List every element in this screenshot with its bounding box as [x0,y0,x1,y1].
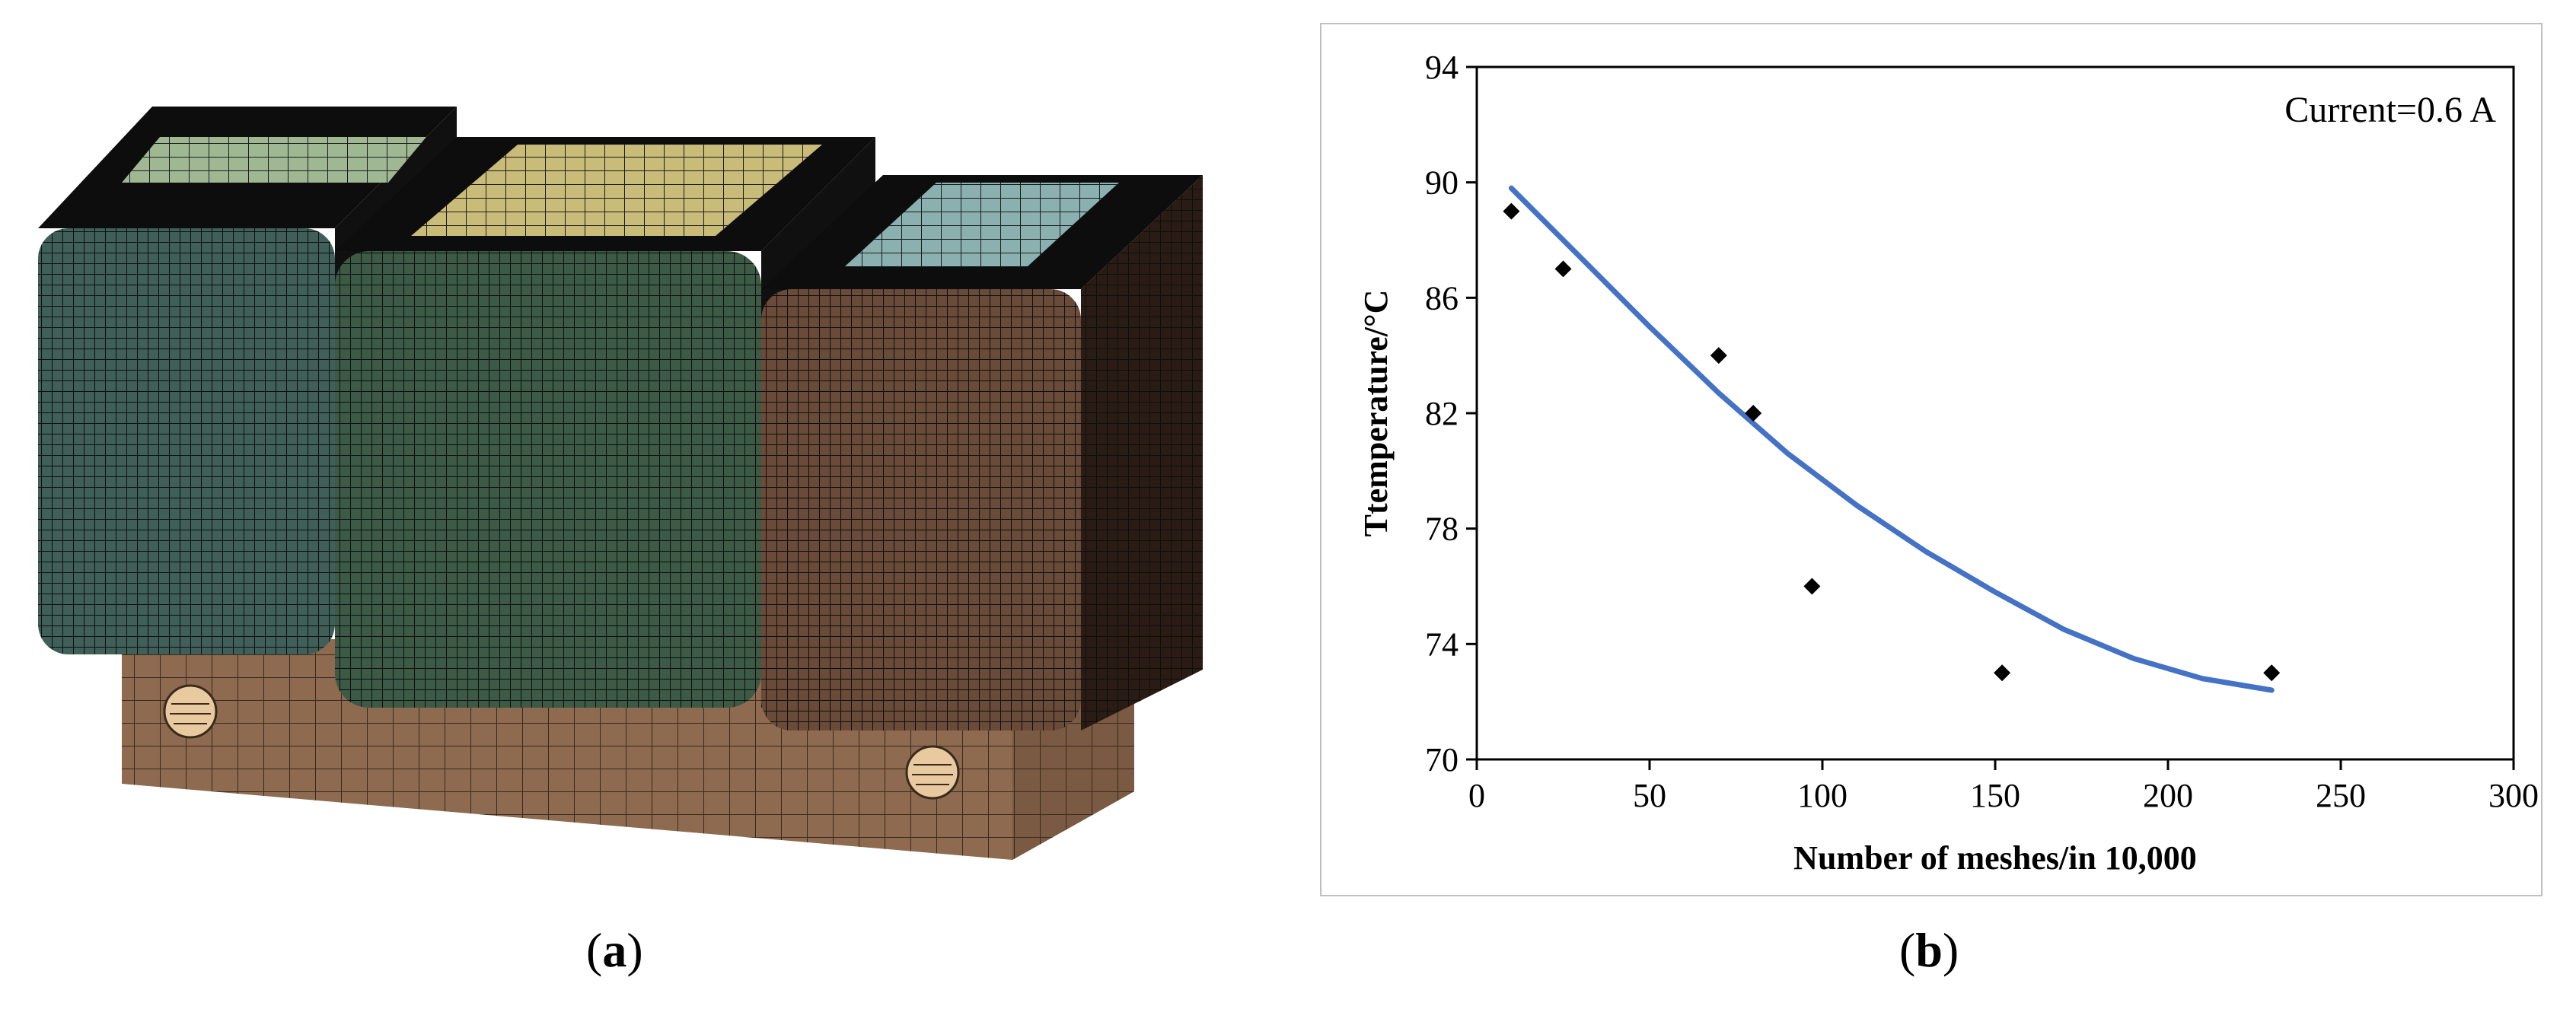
scatter-series [1503,202,2281,682]
caption-b: (b) [1899,922,1959,979]
data-point [1994,664,2011,682]
caption-a: (a) [586,922,643,979]
data-point [1503,202,1520,220]
current-annotation: Current=0.6 A [2284,90,2496,130]
data-point [1554,260,1572,278]
caption-paren: ) [1942,923,1959,977]
y-axis-label: Ttemperature/°C [1357,290,1395,537]
chart-frame [1320,23,2543,896]
y-tick-label: 74 [1425,625,1459,663]
x-tick-label: 50 [1633,777,1666,814]
caption-paren: ( [1899,923,1916,977]
x-axis-label: Number of meshes/in 10,000 [1793,839,2197,877]
right-winding [761,175,1203,730]
x-tick-label: 100 [1797,777,1848,814]
x-tick-label: 200 [2143,777,2193,814]
x-tick-label: 0 [1468,777,1485,814]
x-tick-label: 300 [2488,777,2539,814]
caption-letter: a [602,923,627,977]
x-axis-ticks: 0 50 100 150 200 250 300 [1468,759,2539,814]
data-point [1710,347,1727,364]
caption-paren: ) [626,923,643,977]
data-point [1803,578,1821,595]
y-tick-label: 94 [1425,49,1459,86]
x-tick-label: 150 [1970,777,2020,814]
temperature-mesh-chart: 70 74 78 82 86 90 94 0 50 100 150 200 250 300 Curren… [1320,23,2543,896]
bolt-hole-icon [905,745,960,800]
data-point [1745,405,1762,422]
x-tick-label: 250 [2316,777,2366,814]
y-tick-label: 70 [1425,741,1459,778]
y-axis-ticks: 70 74 78 82 86 90 94 [1425,49,1477,778]
trendline [1508,185,2275,693]
data-point [2263,664,2281,682]
caption-paren: ( [586,923,603,977]
y-tick-label: 78 [1425,511,1459,548]
y-tick-label: 86 [1425,279,1459,317]
y-tick-label: 90 [1425,164,1459,202]
trendline-series [1508,185,2275,693]
y-tick-label: 82 [1425,395,1459,432]
transformer-mesh-model [38,107,1203,860]
bolt-hole-icon [163,684,218,739]
caption-letter: b [1915,923,1943,977]
